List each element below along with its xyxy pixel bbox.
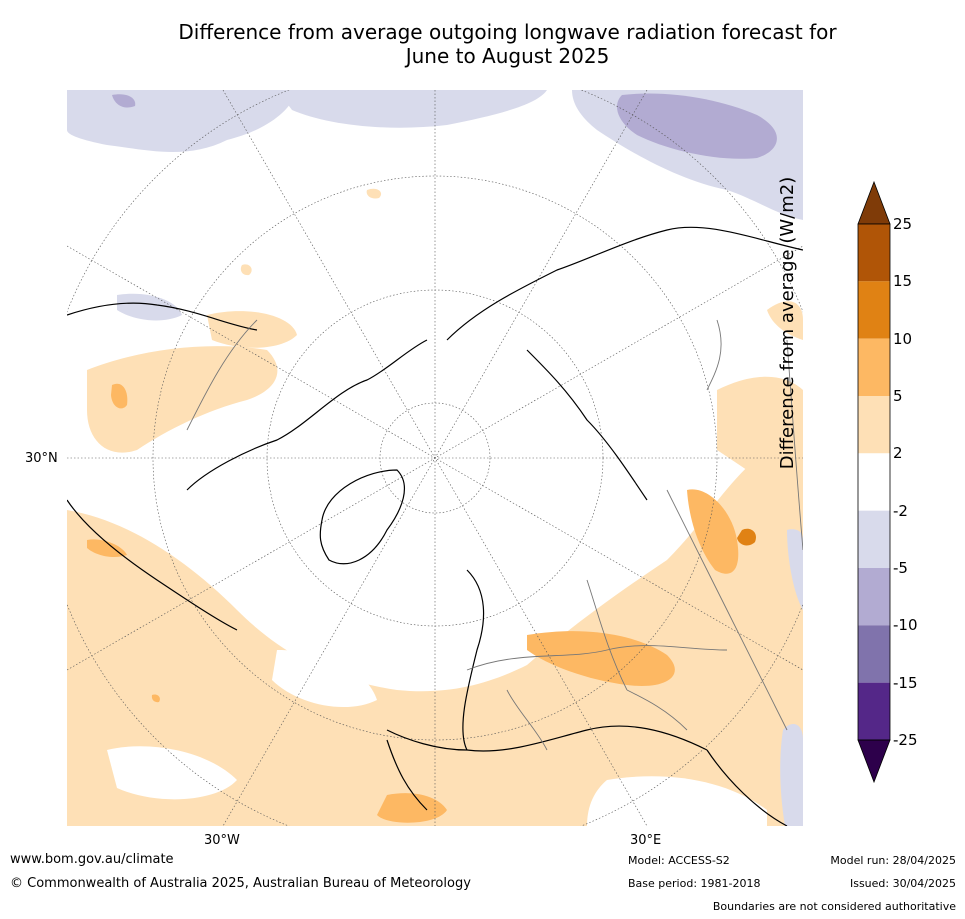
title-line-2: June to August 2025: [405, 44, 610, 68]
anomaly-minus-5-to-minus-10: [112, 93, 777, 159]
colorbar-tick-label: -5: [893, 559, 908, 577]
longitude-label-30w: 30°W: [204, 833, 240, 848]
footer-disclaimer: Boundaries are not considered authoritat…: [712, 900, 956, 913]
colorbar-bin: [858, 625, 890, 683]
colorbar-tick-label: 15: [893, 272, 913, 291]
colorbar-tick-label: 2: [893, 444, 903, 463]
longitude-label-30e: 30°E: [630, 833, 662, 848]
anomaly-near-zero: [107, 650, 767, 826]
colorbar-tick-label: -25: [893, 731, 918, 749]
colorbar-arrow-top: [857, 180, 891, 225]
anomaly-2-to-5: [67, 188, 803, 826]
colorbar-outline: [857, 223, 891, 741]
colorbar-arrow-bottom: [857, 739, 891, 784]
colorbar: [857, 180, 891, 784]
footer-copyright: © Commonwealth of Australia 2025, Austra…: [10, 876, 471, 891]
colorbar-tick-label: 10: [893, 329, 913, 348]
polar-map: [67, 90, 803, 826]
anomaly-10-to-15: [737, 528, 756, 546]
colorbar-tick-label: -10: [893, 616, 918, 635]
colorbar-bin: [858, 682, 890, 740]
map-title: Difference from average outgoing longwav…: [70, 20, 945, 68]
colorbar-title: Difference from average (W/m2): [777, 176, 798, 470]
footer-model: Model: ACCESS-S2: [628, 854, 730, 867]
graticule: [67, 90, 803, 826]
coastlines: [67, 226, 803, 826]
footer-issued: Issued: 30/04/2025: [849, 877, 956, 890]
colorbar-bin: [858, 568, 890, 626]
anomaly-5-to-10: [87, 383, 739, 823]
colorbar-bin: [858, 281, 890, 339]
colorbar-bin: [858, 510, 890, 568]
colorbar-tick-label: -15: [893, 673, 918, 692]
polar-map-svg: [67, 90, 803, 826]
colorbar-bin: [858, 453, 890, 511]
colorbar-bin: [858, 224, 890, 282]
colorbar-bin: [858, 396, 890, 454]
colorbar-tick-label: -2: [893, 501, 908, 520]
colorbar-bin: [858, 338, 890, 396]
title-line-1: Difference from average outgoing longwav…: [178, 20, 837, 44]
latitude-label-30n: 30°N: [25, 451, 58, 466]
colorbar-tick-label: 25: [893, 215, 913, 233]
footer-website: www.bom.gov.au/climate: [10, 852, 174, 867]
colorbar-bins: [858, 224, 890, 740]
colorbar-tick-label: 5: [893, 387, 903, 405]
footer-base-period: Base period: 1981-2018: [628, 877, 761, 890]
footer-model-run: Model run: 28/04/2025: [830, 854, 956, 867]
country-borders: [186, 319, 803, 751]
